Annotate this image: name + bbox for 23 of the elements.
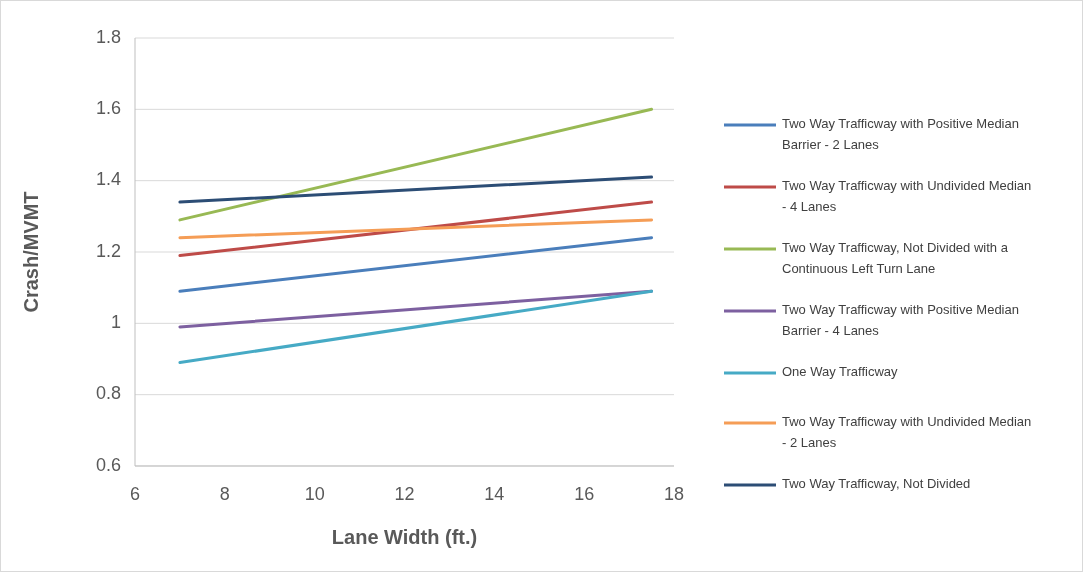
y-tick-label: 0.6 <box>95 454 121 475</box>
legend-label: Two Way Trafficway, Not Divided <box>782 476 971 492</box>
legend-label: Two Way Trafficway, Not Divided with a Continuous Left Turn Lane <box>782 240 1009 277</box>
x-tick-label: 16 <box>574 484 595 504</box>
y-tick-label: 1.2 <box>95 240 121 261</box>
x-tick-label: 6 <box>129 484 141 504</box>
y-tick-label: 1 <box>110 312 121 333</box>
y-axis-title: Crash/MVMT <box>20 191 42 313</box>
legend-label: Two Way Trafficway with Positive Median Barrier - 4 Lanes <box>782 302 1019 339</box>
legend-label: Two Way Trafficway with Undivided Median - 4 Lanes <box>782 178 1032 215</box>
legend-label: Two Way Trafficway with Undivided Median - 2 Lanes <box>782 414 1032 451</box>
y-tick-label: 1.6 <box>95 98 121 119</box>
legend-label: One Way Trafficway <box>782 364 899 380</box>
y-tick-label: 1.4 <box>95 169 121 190</box>
x-tick-label: 14 <box>484 484 505 504</box>
x-tick-label: 18 <box>663 484 685 504</box>
legend-label: Two Way Trafficway with Positive Median Barrier - 2 Lanes <box>782 116 1019 153</box>
y-tick-label: 1.8 <box>95 26 121 47</box>
x-axis-title: Lane Width (ft.) <box>331 526 478 548</box>
x-tick-label: 12 <box>394 484 415 504</box>
x-tick-label: 8 <box>219 484 230 504</box>
y-tick-label: 0.8 <box>95 383 121 404</box>
x-tick-label: 10 <box>304 484 325 504</box>
